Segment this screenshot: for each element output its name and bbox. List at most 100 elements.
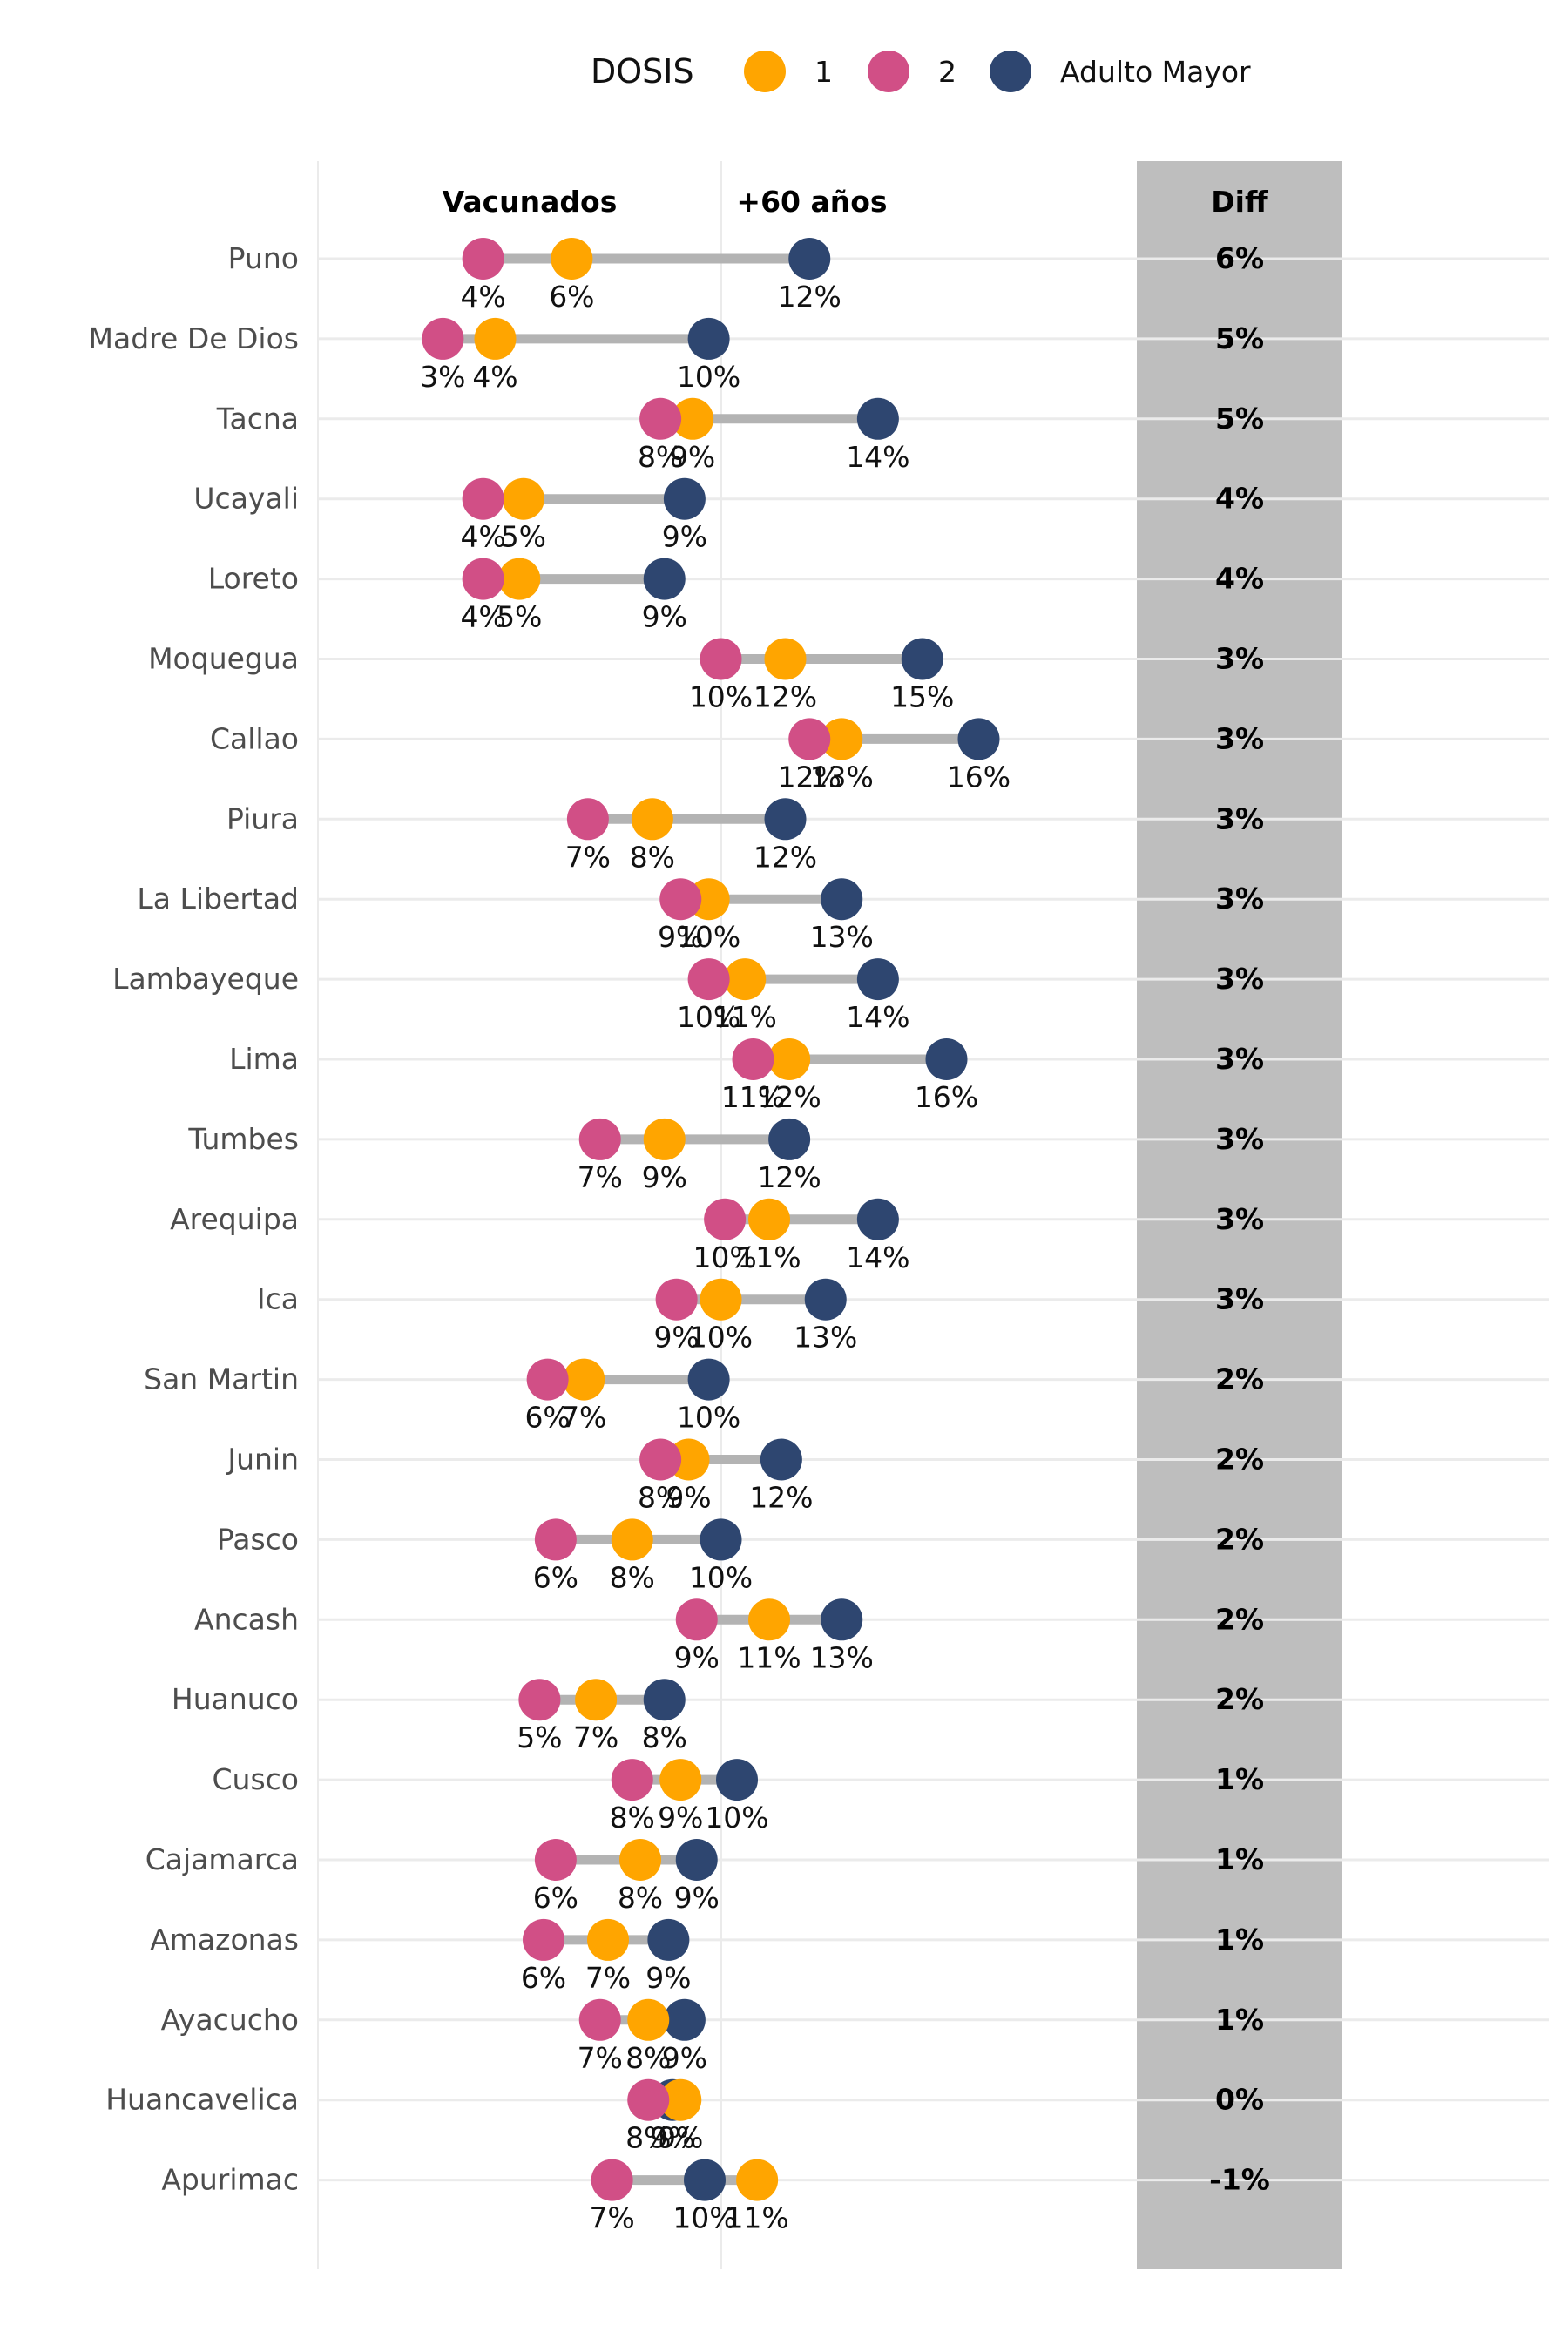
point-senior	[856, 1198, 899, 1240]
point-dose2	[700, 638, 742, 680]
point-dose1	[587, 1918, 629, 1961]
legend-swatch	[990, 51, 1031, 92]
region-label: Arequipa	[170, 1202, 299, 1236]
region-label: Tumbes	[187, 1122, 299, 1156]
value-label: 12%	[778, 760, 841, 794]
header-senior: +60 años	[736, 185, 887, 219]
value-label: 7%	[561, 1401, 606, 1435]
diff-label: 3%	[1215, 721, 1264, 755]
value-label: 10%	[689, 1321, 753, 1355]
region-label: Ayacucho	[161, 2003, 299, 2037]
point-dose1	[659, 2078, 702, 2121]
point-senior	[957, 718, 1000, 760]
value-label: 9%	[674, 1881, 720, 1915]
value-label: 7%	[573, 1720, 618, 1754]
point-senior	[687, 317, 730, 360]
point-senior	[716, 1759, 758, 1801]
point-dose2	[566, 798, 609, 841]
point-dose2	[687, 958, 730, 1001]
value-label: 10%	[677, 920, 740, 954]
value-label: 8%	[638, 440, 683, 474]
point-dose1	[474, 317, 517, 360]
diff-label: 4%	[1215, 482, 1264, 516]
point-dose2	[591, 2159, 633, 2201]
point-dose1	[764, 638, 807, 680]
value-label: 11%	[725, 2201, 788, 2235]
value-label: 12%	[754, 840, 817, 874]
value-label: 12%	[754, 680, 817, 714]
value-label: 10%	[677, 1000, 740, 1034]
diff-label: 3%	[1215, 882, 1264, 916]
value-label: 14%	[846, 1240, 909, 1274]
value-label: 10%	[689, 1560, 753, 1594]
value-label: 9%	[670, 440, 715, 474]
value-label: 13%	[794, 1321, 857, 1355]
value-label: 9%	[658, 1801, 703, 1835]
point-dose2	[518, 1679, 561, 1721]
point-senior	[760, 1438, 802, 1481]
point-dose1	[611, 1518, 653, 1561]
point-dose2	[462, 477, 504, 520]
diff-label: 1%	[1215, 1923, 1264, 1957]
region-label: Amazonas	[150, 1923, 299, 1957]
region-label: Loreto	[208, 562, 299, 596]
value-label: 6%	[533, 1560, 578, 1594]
region-label: Apurimac	[161, 2163, 299, 2197]
value-label: 8%	[642, 1720, 687, 1754]
value-label: 9%	[674, 1640, 720, 1674]
point-senior	[643, 558, 686, 600]
legend-label: 2	[938, 55, 956, 89]
region-label: Piura	[226, 801, 299, 835]
header: Vacunados +60 años Diff	[443, 185, 1269, 219]
value-label: 16%	[915, 1080, 978, 1114]
point-dose2	[655, 1278, 698, 1321]
region-label: Ancash	[194, 1602, 299, 1636]
point-dose1	[821, 718, 863, 760]
point-dose1	[672, 397, 714, 440]
value-label: 5%	[501, 520, 546, 554]
region-label: Cusco	[213, 1762, 299, 1796]
region-label: Callao	[210, 721, 299, 755]
point-dose2	[534, 1839, 577, 1881]
region-label: San Martin	[144, 1362, 299, 1396]
diff-label: -1%	[1209, 2163, 1270, 2197]
region-label: Madre De Dios	[89, 321, 299, 355]
diff-label: 5%	[1215, 402, 1264, 436]
region-label: Huancavelica	[105, 2083, 299, 2117]
grid	[317, 161, 1549, 2269]
diff-label: 5%	[1215, 321, 1264, 355]
diff-label: 3%	[1215, 1202, 1264, 1236]
point-dose1	[627, 1998, 670, 2041]
point-senior	[647, 1918, 690, 1961]
value-label: 7%	[565, 840, 611, 874]
point-dose2	[675, 1598, 718, 1641]
point-dose2	[704, 1198, 747, 1240]
region-label: Cajamarca	[145, 1842, 299, 1876]
point-senior	[675, 1839, 718, 1881]
value-label: 11%	[737, 1640, 801, 1674]
value-label: 10%	[672, 2201, 736, 2235]
value-label: 9%	[642, 1160, 687, 1194]
value-label: 8%	[630, 840, 675, 874]
point-senior	[788, 238, 831, 280]
point-dose2	[422, 317, 464, 360]
point-senior	[764, 798, 807, 841]
point-dose1	[631, 798, 673, 841]
value-label: 13%	[810, 1640, 874, 1674]
legend-label: 1	[814, 55, 833, 89]
point-senior	[925, 1038, 968, 1080]
value-label: 10%	[677, 360, 740, 394]
region-label: Lima	[229, 1042, 299, 1076]
value-label: 10%	[705, 1801, 768, 1835]
value-label: 12%	[749, 1481, 813, 1515]
value-label: 7%	[578, 2041, 623, 2075]
region-label: Moquegua	[148, 642, 299, 676]
point-dose2	[578, 1998, 621, 2041]
value-label: 5%	[517, 1720, 562, 1754]
value-label: 7%	[578, 1160, 623, 1194]
point-senior	[821, 878, 863, 921]
region-label: Puno	[228, 241, 299, 275]
value-label: 9%	[662, 520, 707, 554]
value-label: 15%	[890, 680, 954, 714]
